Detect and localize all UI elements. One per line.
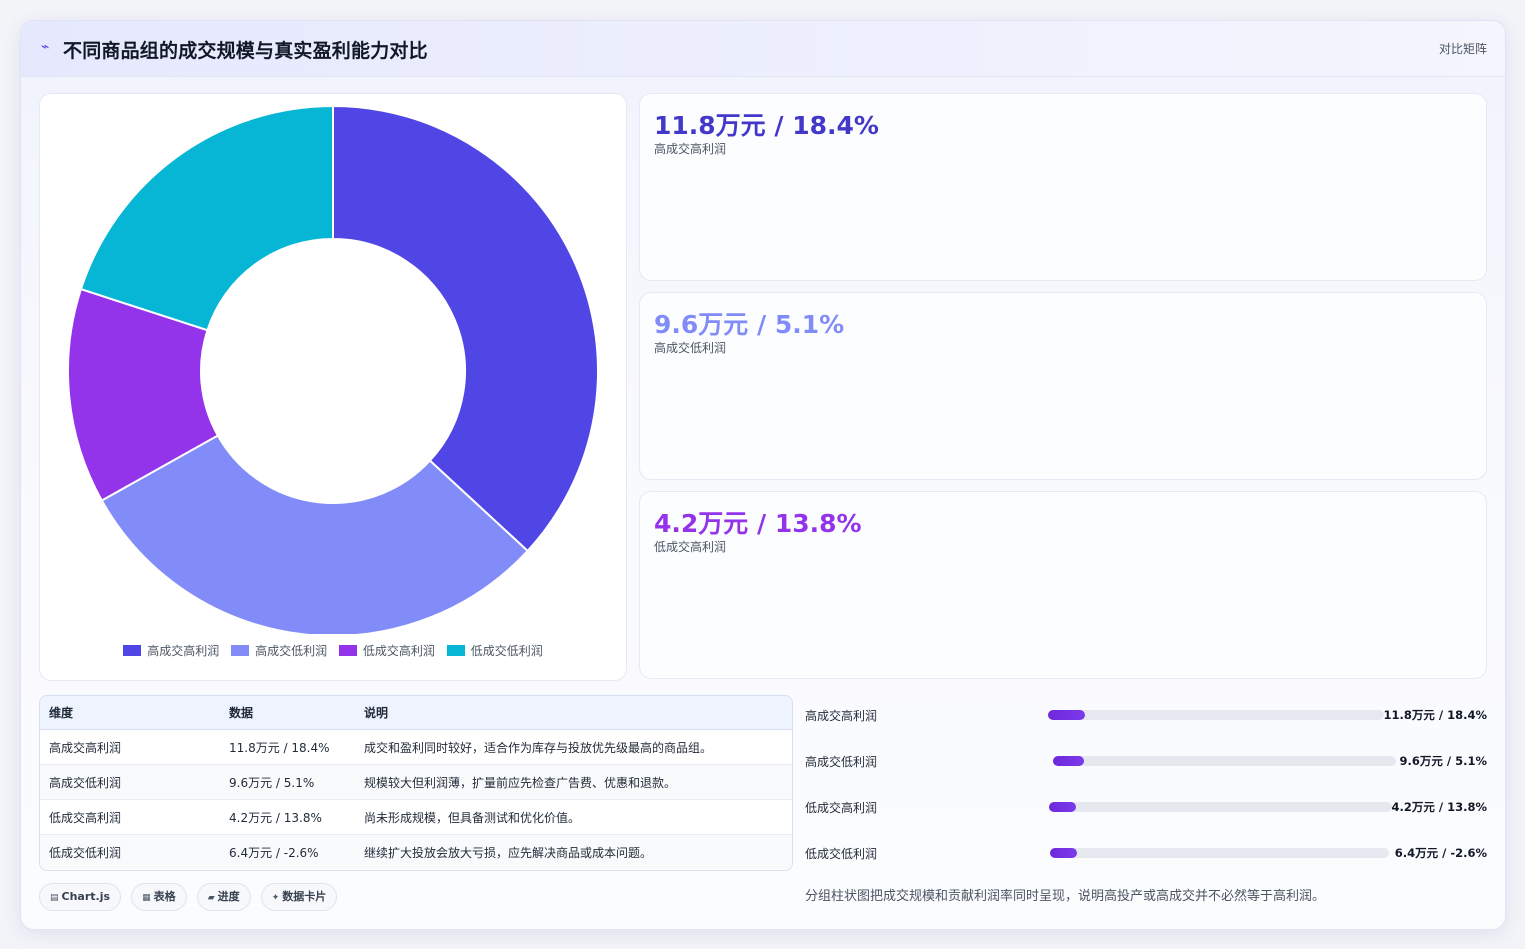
chip-chartjs[interactable]: ▤ Chart.js bbox=[39, 883, 122, 911]
table-cell: 继续扩大投放会放大亏损，应先解决商品或成本问题。 bbox=[355, 834, 792, 869]
legend-swatch bbox=[446, 645, 465, 656]
kpi-label: 高成交低利润 bbox=[654, 341, 727, 355]
chip-label: 表格 bbox=[153, 890, 176, 903]
legend-swatch bbox=[123, 645, 142, 656]
donut-slice[interactable] bbox=[79, 104, 334, 332]
chip-label: 数据卡片 bbox=[282, 890, 327, 903]
progress-label: 高成交高利润 bbox=[805, 709, 878, 723]
dashboard-panel: ⌁ 不同商品组的成交规模与真实盈利能力对比 对比矩阵 高成交高利润 高成交低利润… bbox=[20, 20, 1506, 930]
donut-slice[interactable] bbox=[67, 287, 220, 502]
table-cell: 高成交低利润 bbox=[40, 764, 220, 800]
donut-slice[interactable] bbox=[332, 104, 599, 553]
table-row[interactable]: 高成交高利润 11.8万元 / 18.4% 成交和盈利同时较好，适合作为库存与投… bbox=[40, 729, 792, 765]
chip-progress[interactable]: ▰ 进度 bbox=[196, 883, 251, 911]
progress-icon: ▰ bbox=[207, 893, 215, 903]
progress-row: 低成交低利润 6.4万元 / -2.6% bbox=[805, 843, 1487, 863]
progress-track bbox=[1050, 848, 1389, 858]
panel-header: ⌁ 不同商品组的成交规模与真实盈利能力对比 对比矩阵 bbox=[21, 21, 1505, 77]
table-row[interactable]: 低成交高利润 4.2万元 / 13.8% 尚未形成规模，但具备测试和优化价值。 bbox=[40, 799, 792, 835]
kpi-card: 11.8万元 / 18.4% 高成交高利润 bbox=[639, 93, 1487, 281]
progress-value: 6.4万元 / -2.6% bbox=[1394, 846, 1487, 860]
kpi-value: 11.8万元 / 18.4% bbox=[654, 111, 879, 140]
progress-row: 高成交高利润 11.8万元 / 18.4% bbox=[805, 705, 1487, 725]
chip-table[interactable]: ▦ 表格 bbox=[131, 883, 187, 911]
progress-fill bbox=[1048, 710, 1085, 720]
kpi-label: 高成交高利润 bbox=[654, 142, 727, 156]
column-header[interactable]: 数据 bbox=[220, 696, 355, 730]
chip-data-cards[interactable]: ✦ 数据卡片 bbox=[260, 883, 338, 911]
legend-item[interactable]: 低成交低利润 bbox=[446, 642, 543, 659]
legend-label: 高成交高利润 bbox=[147, 644, 220, 658]
progress-row: 低成交高利润 4.2万元 / 13.8% bbox=[805, 797, 1487, 817]
table-cell: 9.6万元 / 5.1% bbox=[220, 764, 355, 800]
table-header-row: 维度 数据 说明 bbox=[40, 696, 792, 730]
donut-chart-card: 高成交高利润 高成交低利润 低成交高利润 低成交低利润 bbox=[39, 93, 627, 681]
legend-item[interactable]: 低成交高利润 bbox=[338, 642, 435, 659]
progress-label: 高成交低利润 bbox=[805, 755, 878, 769]
progress-track bbox=[1048, 710, 1384, 720]
chart-legend: 高成交高利润 高成交低利润 低成交高利润 低成交低利润 bbox=[40, 642, 626, 659]
column-header[interactable]: 说明 bbox=[355, 696, 792, 730]
donut-slice[interactable] bbox=[100, 434, 530, 637]
progress-fill bbox=[1053, 756, 1084, 766]
page-title: 不同商品组的成交规模与真实盈利能力对比 bbox=[63, 40, 428, 62]
table-cell: 11.8万元 / 18.4% bbox=[220, 729, 355, 765]
table-row[interactable]: 低成交低利润 6.4万元 / -2.6% 继续扩大投放会放大亏损，应先解决商品或… bbox=[40, 834, 792, 869]
legend-swatch bbox=[231, 645, 250, 656]
chart-note: 分组柱状图把成交规模和贡献利润率同时呈现，说明高投产或高成交并不必然等于高利润。 bbox=[805, 889, 1326, 904]
kpi-value: 9.6万元 / 5.1% bbox=[654, 310, 845, 339]
progress-track bbox=[1053, 756, 1396, 766]
table-cell: 尚未形成规模，但具备测试和优化价值。 bbox=[355, 799, 792, 835]
table-cell: 低成交高利润 bbox=[40, 799, 220, 835]
progress-label: 低成交高利润 bbox=[805, 801, 878, 815]
legend-label: 高成交低利润 bbox=[255, 644, 328, 658]
kpi-card: 4.2万元 / 13.8% 低成交高利润 bbox=[639, 491, 1487, 679]
chart-icon: ▤ bbox=[50, 893, 59, 903]
kpi-card: 9.6万元 / 5.1% 高成交低利润 bbox=[639, 292, 1487, 480]
progress-value: 11.8万元 / 18.4% bbox=[1383, 708, 1487, 722]
table-cell: 低成交低利润 bbox=[40, 834, 220, 869]
progress-value: 9.6万元 / 5.1% bbox=[1399, 754, 1487, 768]
feature-chips: ▤ Chart.js ▦ 表格 ▰ 进度 ✦ 数据卡片 bbox=[39, 883, 342, 911]
progress-track bbox=[1049, 802, 1392, 812]
legend-label: 低成交高利润 bbox=[362, 644, 435, 658]
column-header[interactable]: 维度 bbox=[40, 696, 220, 730]
progress-row: 高成交低利润 9.6万元 / 5.1% bbox=[805, 751, 1487, 771]
kpi-value: 4.2万元 / 13.8% bbox=[654, 509, 862, 538]
progress-label: 低成交低利润 bbox=[805, 847, 878, 861]
kpi-label: 低成交高利润 bbox=[654, 540, 727, 554]
progress-fill bbox=[1050, 848, 1078, 858]
table-cell: 规模较大但利润薄，扩量前应先检查广告费、优惠和退款。 bbox=[355, 764, 792, 800]
legend-item[interactable]: 高成交低利润 bbox=[231, 642, 327, 659]
progress-fill bbox=[1049, 802, 1077, 812]
legend-swatch bbox=[338, 645, 357, 656]
table-icon: ▦ bbox=[142, 893, 151, 903]
sparkle-icon: ✦ bbox=[271, 893, 280, 903]
chip-label: 进度 bbox=[217, 890, 240, 903]
donut-chart bbox=[67, 104, 599, 637]
progress-value: 4.2万元 / 13.8% bbox=[1391, 800, 1487, 814]
table-row[interactable]: 高成交低利润 9.6万元 / 5.1% 规模较大但利润薄，扩量前应先检查广告费、… bbox=[40, 764, 792, 800]
table-cell: 4.2万元 / 13.8% bbox=[220, 799, 355, 835]
data-table: 维度 数据 说明 高成交高利润 11.8万元 / 18.4% 成交和盈利同时较好… bbox=[39, 695, 793, 871]
chip-label: Chart.js bbox=[61, 890, 111, 903]
table-cell: 成交和盈利同时较好，适合作为库存与投放优先级最高的商品组。 bbox=[355, 729, 792, 765]
legend-item[interactable]: 高成交高利润 bbox=[123, 642, 219, 659]
table-cell: 高成交高利润 bbox=[40, 729, 220, 765]
table-cell: 6.4万元 / -2.6% bbox=[220, 834, 355, 869]
trend-icon: ⌁ bbox=[41, 39, 50, 55]
legend-label: 低成交低利润 bbox=[470, 644, 543, 658]
panel-body: 高成交高利润 高成交低利润 低成交高利润 低成交低利润 11.8万元 / 18.… bbox=[21, 77, 1505, 929]
view-tag[interactable]: 对比矩阵 bbox=[1438, 42, 1487, 56]
